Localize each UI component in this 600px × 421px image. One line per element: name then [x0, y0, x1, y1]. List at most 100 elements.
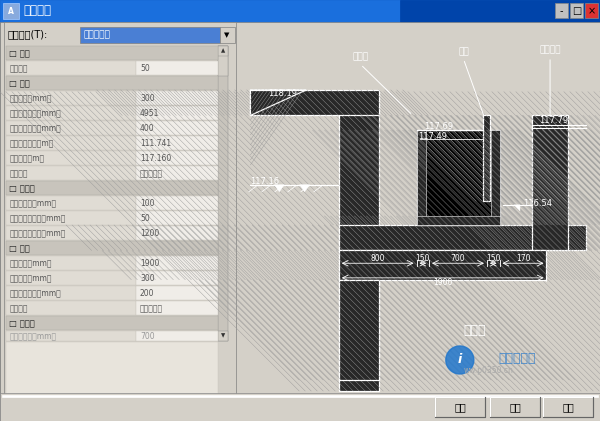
Bar — [218, 46, 228, 76]
Bar — [6, 121, 136, 135]
Bar — [543, 397, 593, 417]
Bar — [6, 181, 218, 195]
Text: -: - — [560, 6, 563, 16]
Text: □ 挑梁: □ 挑梁 — [9, 244, 30, 253]
Text: A: A — [8, 8, 14, 16]
Text: 170: 170 — [516, 254, 530, 263]
Bar — [136, 256, 218, 270]
Bar — [136, 226, 218, 240]
Text: 111.741: 111.741 — [140, 139, 171, 148]
Bar — [570, 3, 583, 18]
Text: □ 基本: □ 基本 — [9, 79, 30, 88]
Bar — [250, 90, 379, 115]
Text: 地面标高（m）: 地面标高（m） — [10, 154, 45, 163]
Text: 50: 50 — [140, 214, 150, 223]
Text: 116.54: 116.54 — [523, 199, 552, 208]
Bar — [136, 151, 218, 165]
Text: 钢筋混凝土: 钢筋混凝土 — [140, 304, 163, 313]
Bar — [6, 271, 136, 285]
Text: i: i — [458, 354, 462, 366]
Bar — [6, 151, 136, 165]
Text: ww.p0350.cn: ww.p0350.cn — [464, 366, 514, 376]
Bar — [218, 331, 228, 341]
Bar — [6, 342, 218, 397]
Bar — [339, 225, 586, 250]
Polygon shape — [299, 185, 310, 192]
Text: □ 集水槽: □ 集水槽 — [9, 319, 35, 328]
Text: 池体外侧底高（m）: 池体外侧底高（m） — [10, 139, 55, 148]
Bar — [136, 166, 218, 180]
Bar — [6, 226, 136, 240]
Bar — [491, 130, 500, 225]
Text: 集水槽净宽（mm）: 集水槽净宽（mm） — [10, 332, 57, 341]
Text: 集水槽: 集水槽 — [352, 52, 368, 61]
Text: 挑梁厚度（mm）: 挑梁厚度（mm） — [10, 274, 53, 283]
Text: 池体墙厚（mm）: 池体墙厚（mm） — [10, 94, 53, 103]
Text: 池体材料: 池体材料 — [10, 169, 29, 178]
Text: 集水槽详图: 集水槽详图 — [83, 30, 110, 40]
Bar — [136, 271, 218, 285]
Polygon shape — [250, 90, 307, 115]
Text: 117.49: 117.49 — [418, 132, 448, 141]
Bar — [220, 27, 235, 43]
Text: 50: 50 — [140, 64, 150, 73]
Text: 绘制详图: 绘制详图 — [23, 5, 51, 18]
Bar — [416, 130, 500, 225]
Text: 700: 700 — [140, 332, 155, 341]
Bar — [6, 286, 136, 300]
Polygon shape — [274, 185, 284, 192]
Text: 河东软件园: 河东软件园 — [499, 352, 536, 365]
Text: 117.69: 117.69 — [424, 122, 453, 131]
Text: 700: 700 — [451, 254, 466, 263]
Text: 200: 200 — [140, 289, 155, 298]
Bar — [136, 211, 218, 225]
Text: □ 详图: □ 详图 — [9, 49, 30, 58]
Text: □: □ — [572, 6, 581, 16]
Bar — [218, 46, 228, 341]
Bar — [6, 46, 218, 60]
Bar — [339, 280, 379, 380]
Text: 1200: 1200 — [140, 229, 159, 238]
Bar — [136, 121, 218, 135]
Bar — [0, 393, 600, 421]
Text: 浮渣挡板: 浮渣挡板 — [539, 45, 561, 54]
Text: □ 走道板: □ 走道板 — [9, 184, 35, 193]
Text: 400: 400 — [140, 124, 155, 133]
Text: 800: 800 — [370, 254, 385, 263]
Text: 100: 100 — [140, 199, 155, 208]
Bar — [4, 22, 236, 417]
Text: ×: × — [587, 6, 596, 16]
Text: 帮助: 帮助 — [562, 402, 574, 412]
Bar — [136, 91, 218, 105]
Bar — [6, 241, 218, 255]
Text: 沉淀池: 沉淀池 — [463, 324, 485, 337]
Bar — [136, 136, 218, 150]
Text: 117.16: 117.16 — [250, 177, 280, 186]
Text: 150: 150 — [486, 254, 500, 263]
Text: 挑梁加厚厚度（mm）: 挑梁加厚厚度（mm） — [10, 289, 62, 298]
Bar — [0, 0, 600, 22]
Bar — [136, 196, 218, 210]
Bar — [555, 3, 568, 18]
Bar — [6, 256, 136, 270]
Text: ▲: ▲ — [221, 48, 225, 53]
Bar — [532, 115, 568, 250]
Text: 走道板加厚厚度（mm）: 走道板加厚厚度（mm） — [10, 214, 67, 223]
Bar — [585, 3, 598, 18]
Bar — [218, 46, 228, 56]
Text: 300: 300 — [140, 274, 155, 283]
Bar — [2, 395, 598, 397]
Text: 挑梁长度（mm）: 挑梁长度（mm） — [10, 259, 53, 268]
Polygon shape — [514, 205, 520, 211]
Bar — [80, 27, 220, 43]
Bar — [136, 331, 218, 341]
Bar — [136, 61, 218, 75]
Bar — [6, 106, 136, 120]
Text: 4951: 4951 — [140, 109, 160, 118]
Bar — [400, 0, 600, 22]
Bar — [6, 61, 136, 75]
Bar — [136, 286, 218, 300]
Bar — [6, 316, 218, 330]
Text: 取消: 取消 — [509, 402, 521, 412]
Polygon shape — [446, 346, 474, 374]
